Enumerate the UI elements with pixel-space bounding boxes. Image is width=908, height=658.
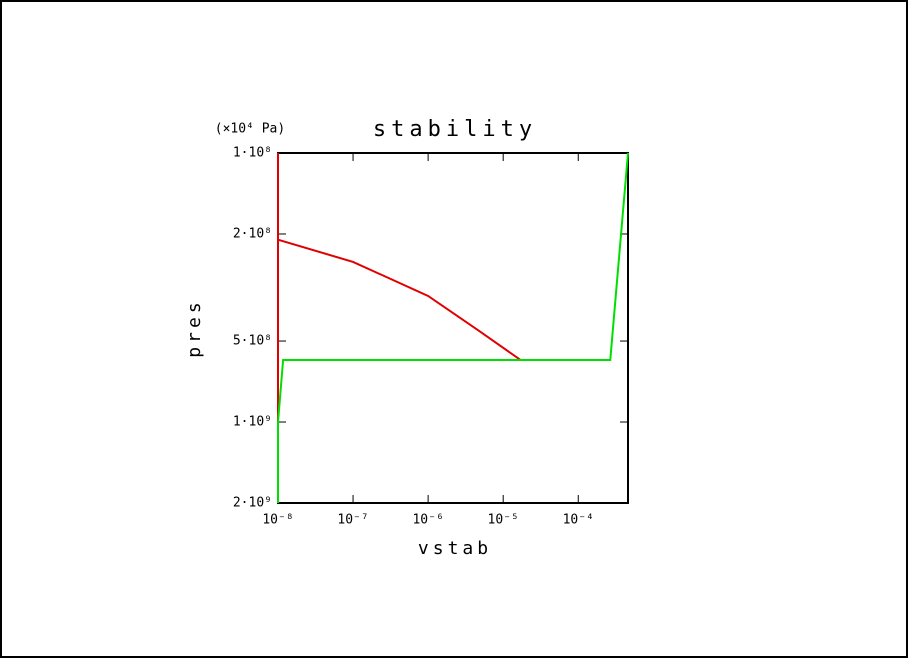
x-tick-label: 10⁻⁶ bbox=[412, 513, 443, 528]
y-unit: (×10⁴ Pa) bbox=[215, 122, 285, 137]
x-tick-label: 10⁻⁸ bbox=[262, 513, 293, 528]
series-line bbox=[277, 153, 522, 420]
x-axis-label: vstab bbox=[418, 538, 492, 559]
y-tick-label: 1·10⁸ bbox=[233, 146, 272, 161]
x-tick-label: 10⁻⁷ bbox=[337, 513, 368, 528]
y-axis-label: pres bbox=[184, 298, 205, 357]
y-tick-label: 1·10⁹ bbox=[233, 415, 272, 430]
x-tick-label: 10⁻⁵ bbox=[488, 513, 519, 528]
series-line bbox=[277, 152, 629, 503]
chart-title: stability bbox=[373, 117, 537, 142]
x-tick-label: 10⁻⁴ bbox=[563, 513, 594, 528]
y-tick-label: 2·10⁹ bbox=[233, 496, 272, 511]
y-tick-label: 5·10⁸ bbox=[233, 334, 272, 349]
y-tick-label: 2·10⁸ bbox=[233, 226, 272, 241]
